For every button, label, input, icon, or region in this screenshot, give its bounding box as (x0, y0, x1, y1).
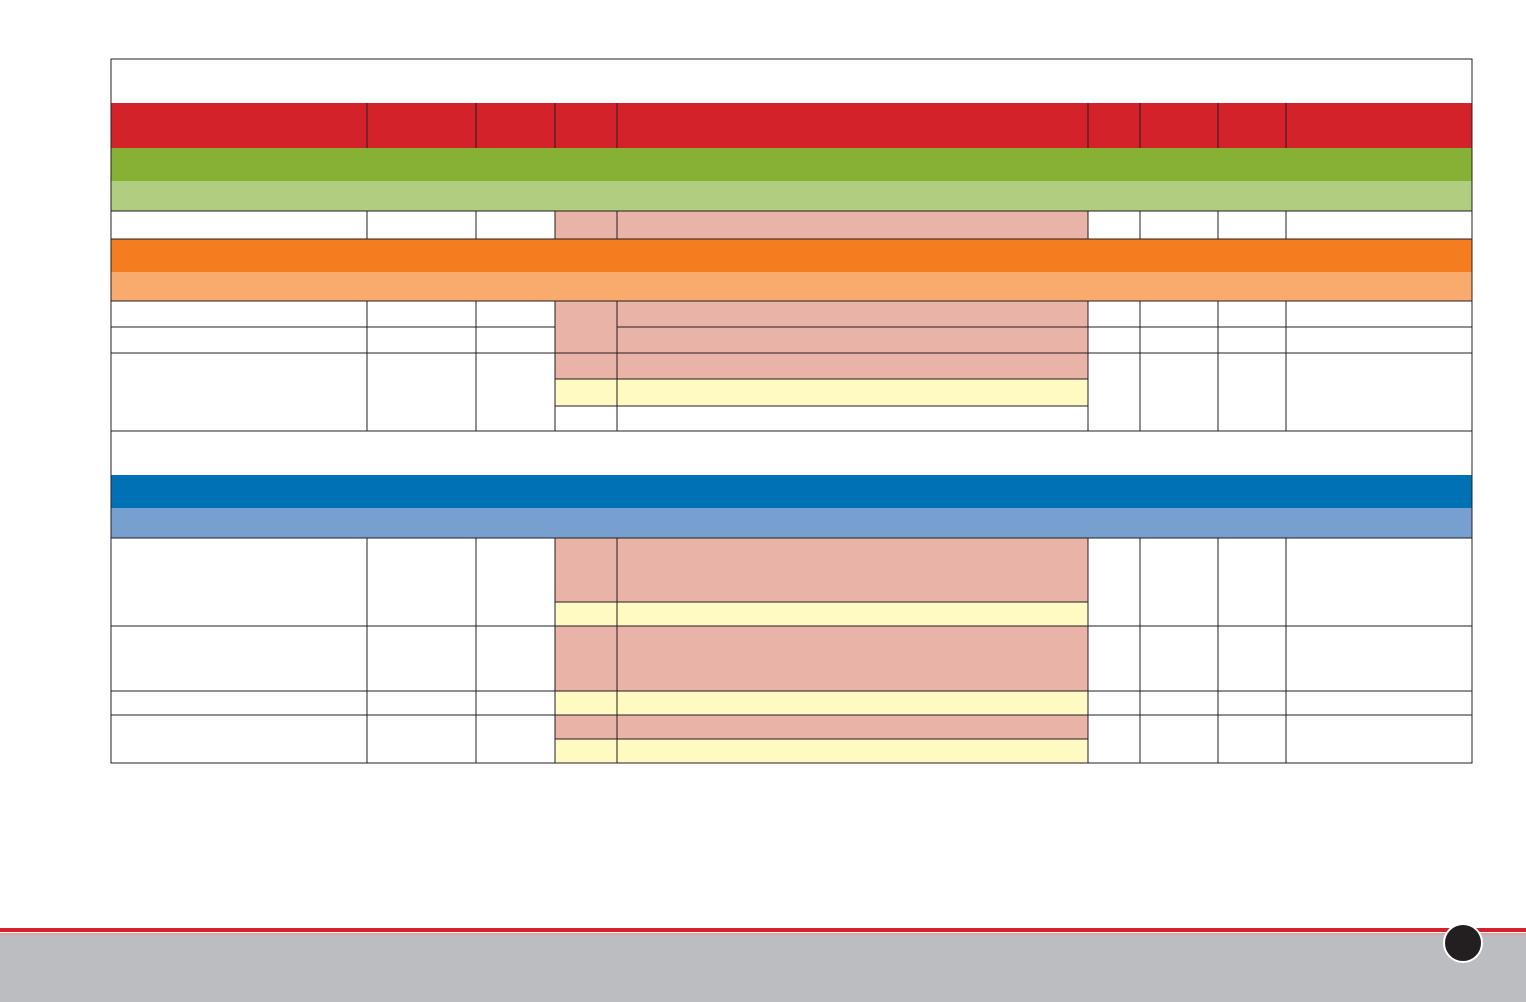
column-dividers (366, 211, 1287, 239)
section-band-orange (111, 239, 1472, 272)
title-row (111, 59, 1472, 103)
table (110, 58, 1473, 764)
footer-band (0, 935, 1526, 1002)
column-dividers (366, 538, 1287, 763)
subsection-band-green (111, 181, 1472, 211)
note-cell (555, 739, 1088, 763)
footer-rule (0, 928, 1526, 932)
highlight-cell (555, 626, 1088, 691)
footer-rule-thin (0, 933, 1526, 935)
header-row (111, 103, 1472, 148)
section-band-green (111, 148, 1472, 181)
highlight-cell (555, 353, 1088, 379)
footer (0, 923, 1526, 1002)
subsection-band-blue (111, 508, 1472, 538)
highlight-cell (555, 211, 1088, 239)
horizontal-lines (111, 210, 1472, 764)
column-dividers (366, 103, 1287, 148)
inner-horizontal-lines (555, 378, 1088, 740)
section-band-blue (111, 475, 1472, 508)
subsection-band-orange (111, 272, 1472, 301)
page-number-badge (1443, 923, 1483, 963)
header-dividers (366, 103, 1287, 148)
column-dividers (366, 301, 1287, 431)
note-cell (555, 602, 1088, 626)
row-dividers (111, 210, 1472, 764)
highlight-cell (555, 538, 1088, 602)
highlight-cell (555, 715, 1088, 739)
note-cell (555, 379, 1088, 406)
note-cell (555, 691, 1088, 715)
table-border (110, 58, 1473, 764)
